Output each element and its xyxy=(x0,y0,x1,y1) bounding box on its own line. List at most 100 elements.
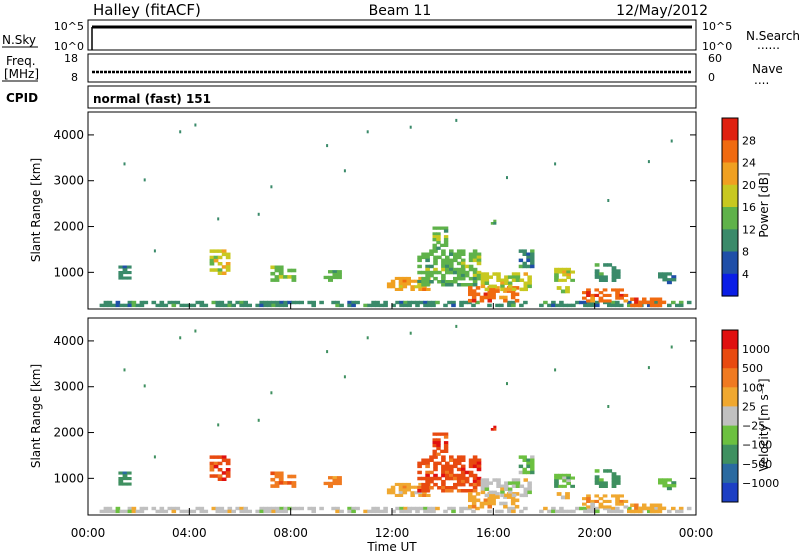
power-echo-cell xyxy=(607,263,613,267)
power-echo-cell xyxy=(468,286,473,290)
velocity-echo-cell xyxy=(522,470,527,475)
power-echo-cell xyxy=(440,243,445,247)
power-colorbar-swatch xyxy=(722,140,738,164)
velocity-echo-cell xyxy=(398,485,404,489)
velocity-echo-cell xyxy=(199,506,205,511)
velocity-echo-cell xyxy=(417,464,422,469)
velocity-echo-cell xyxy=(375,509,380,514)
velocity-echo-cell xyxy=(491,495,496,499)
power-echo-cell xyxy=(171,300,177,305)
velocity-echo-cell xyxy=(500,484,505,488)
velocity-echo-cell xyxy=(530,458,535,462)
power-echo-cell xyxy=(657,300,663,305)
power-echo-cell xyxy=(611,288,616,292)
velocity-echo-cell xyxy=(453,461,458,466)
velocity-echo-cell xyxy=(270,477,276,482)
power-echo-cell xyxy=(415,300,420,305)
velocity-echo-cell xyxy=(328,484,333,488)
power-echo-cell xyxy=(623,293,629,297)
power-echo-cell xyxy=(279,303,284,308)
power-echo-cell xyxy=(425,267,430,272)
velocity-colorbar-tick: 25 xyxy=(742,400,756,413)
power-echo-cell xyxy=(328,278,333,282)
power-echo-cell xyxy=(143,300,149,305)
power-echo-cell xyxy=(638,303,643,308)
velocity-echo-cell xyxy=(460,470,466,475)
velocity-echo-cell xyxy=(283,481,288,485)
power-echo-cell xyxy=(431,300,436,305)
power-echo-cell xyxy=(429,252,434,256)
power-echo-cell xyxy=(606,299,612,303)
power-echo-cell xyxy=(468,267,474,272)
power-echo-cell xyxy=(259,300,264,305)
velocity-echo-cell xyxy=(399,506,404,511)
power-echo-cell xyxy=(523,272,528,276)
velocity-echo-cell xyxy=(554,476,559,480)
power-echo-cell xyxy=(453,280,458,284)
power-echo-cell xyxy=(209,268,215,272)
velocity-echo-cell xyxy=(611,494,616,498)
velocity-echo-cell xyxy=(657,509,663,514)
power-echo-cell xyxy=(562,273,567,277)
velocity-echo-cell xyxy=(399,509,404,514)
power-echo-cell xyxy=(217,255,223,260)
power-echo-cell xyxy=(619,288,624,292)
power-echo-cell xyxy=(619,296,624,300)
velocity-echo-cell xyxy=(243,506,248,511)
time-tick-label: 20:00 xyxy=(577,526,612,540)
power-echo-cell xyxy=(495,303,500,308)
power-echo-cell xyxy=(427,303,432,308)
power-echo-cell xyxy=(425,273,430,278)
power-echo-cell xyxy=(594,272,600,276)
power-marks xyxy=(99,118,692,308)
velocity-echo-cell xyxy=(107,509,113,514)
velocity-echo-cell xyxy=(514,492,520,496)
velocity-colorbar-swatch xyxy=(722,349,738,369)
power-echo-cell xyxy=(594,269,600,273)
power-echo-cell xyxy=(594,275,600,279)
power-echo-cell xyxy=(367,303,372,308)
power-echo-cell xyxy=(522,261,527,266)
noise-left-label: N.Sky xyxy=(2,33,36,47)
power-echo-cell xyxy=(484,281,490,285)
velocity-echo-cell xyxy=(433,473,438,478)
power-echo-cell xyxy=(211,300,217,305)
velocity-echo-cell xyxy=(271,506,276,511)
velocity-echo-cell xyxy=(598,502,604,506)
velocity-echo-cell xyxy=(175,506,181,511)
power-echo-cell xyxy=(551,300,556,305)
velocity-echo-cell xyxy=(433,467,438,472)
velocity-echo-cell xyxy=(507,481,513,485)
velocity-echo-cell xyxy=(464,489,470,493)
velocity-echo-cell xyxy=(559,509,564,514)
power-echo-cell xyxy=(221,252,227,257)
power-echo-cell xyxy=(217,271,223,275)
velocity-echo-cell xyxy=(514,504,520,509)
power-echo-cell xyxy=(267,303,272,308)
power-echo-cell xyxy=(215,303,221,308)
power-echo-cell xyxy=(500,284,505,289)
velocity-echo-cell xyxy=(471,498,477,503)
velocity-echo-cell xyxy=(468,458,474,462)
power-echo-cell xyxy=(630,303,635,308)
velocity-echo-cell xyxy=(556,492,562,496)
power-echo-cell xyxy=(566,270,571,274)
velocity-echo-cell xyxy=(386,488,392,492)
power-echo-cell xyxy=(283,300,288,305)
power-echo-cell xyxy=(678,303,684,308)
velocity-echo-cell xyxy=(493,428,497,431)
velocity-echo-cell xyxy=(526,464,531,469)
power-echo-cell xyxy=(323,275,329,280)
power-echo-cell xyxy=(421,276,426,281)
velocity-scatter-echo xyxy=(123,368,126,372)
power-echo-cell xyxy=(496,278,501,282)
power-echo-cell xyxy=(514,292,520,297)
velocity-echo-cell xyxy=(287,506,292,511)
power-echo-cell xyxy=(433,255,438,260)
power-echo-cell xyxy=(425,264,430,269)
cpid-frame xyxy=(87,85,697,109)
power-echo-cell xyxy=(103,300,109,305)
power-echo-cell xyxy=(427,300,432,305)
power-echo-cell xyxy=(209,262,215,266)
velocity-echo-cell xyxy=(472,458,478,462)
